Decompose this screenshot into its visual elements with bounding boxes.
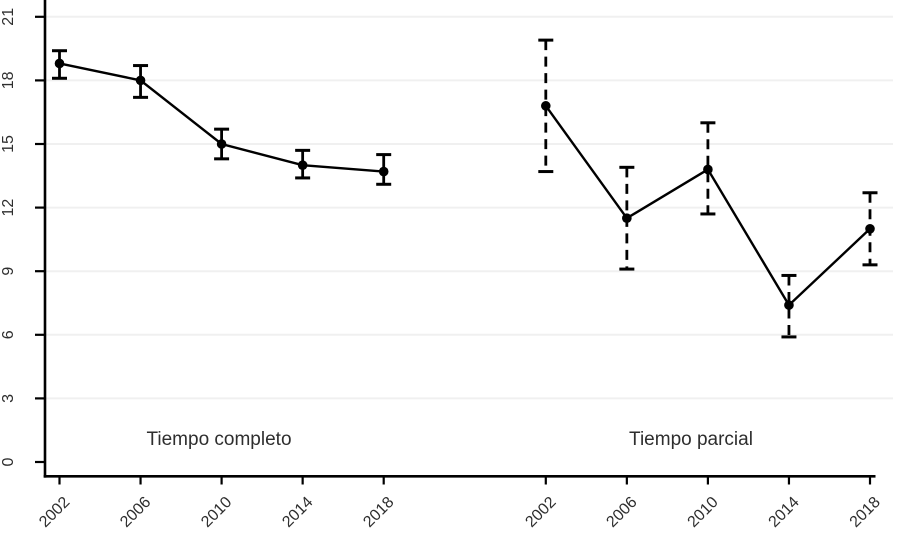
data-point-marker — [541, 101, 551, 111]
data-point-marker — [865, 224, 875, 234]
y-tick-label: 21 — [0, 8, 17, 26]
y-tick-label: 0 — [0, 457, 17, 466]
y-tick-label: 12 — [0, 199, 17, 217]
x-tick-label: 2006 — [603, 494, 640, 531]
data-point-marker — [703, 164, 713, 175]
data-point-marker — [784, 300, 794, 310]
y-tick-label: 6 — [0, 330, 17, 339]
x-tick-label: 2010 — [198, 494, 235, 531]
data-point-marker — [297, 160, 308, 170]
y-tick-label: 15 — [0, 135, 17, 153]
data-point-marker — [216, 139, 227, 149]
y-tick-label: 18 — [0, 71, 17, 89]
x-tick-label: 2010 — [685, 494, 722, 531]
y-tick-label: 9 — [0, 267, 17, 276]
x-tick-label: 2014 — [279, 494, 316, 531]
x-tick-label: 2006 — [117, 494, 154, 531]
x-tick-label: 2018 — [360, 494, 397, 531]
y-tick-label: 3 — [0, 394, 17, 403]
x-tick-label: 2002 — [522, 494, 559, 531]
panel-label-tiempo-completo: Tiempo completo — [146, 429, 292, 450]
data-point-marker — [622, 213, 632, 223]
data-point-marker — [378, 166, 389, 177]
data-point-marker — [135, 75, 146, 86]
data-point-marker — [54, 58, 65, 69]
x-tick-label: 2014 — [766, 494, 803, 531]
x-tick-label: 2002 — [36, 494, 73, 531]
panel-label-tiempo-parcial: Tiempo parcial — [629, 429, 753, 450]
x-tick-label: 2018 — [847, 494, 884, 531]
